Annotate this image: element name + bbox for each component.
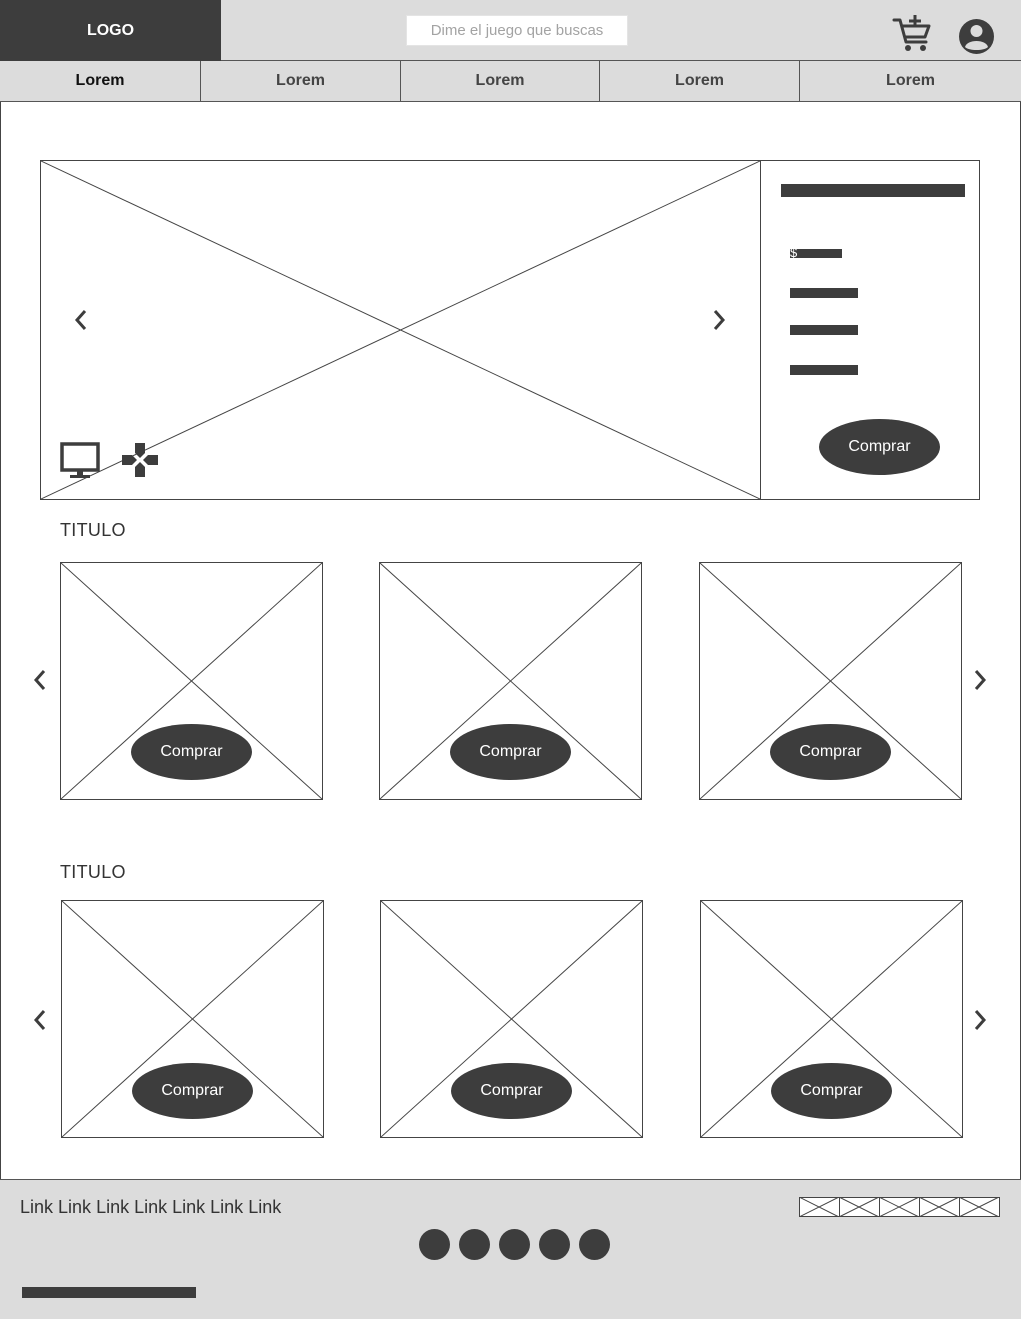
social-icon[interactable] (419, 1229, 450, 1260)
section-1-title: TITULO (60, 520, 126, 540)
social-icon[interactable] (499, 1229, 530, 1260)
logo[interactable]: LOGO (0, 0, 221, 61)
section-2-prev-chevron-icon[interactable] (31, 1008, 49, 1032)
cart-add-icon[interactable] (892, 14, 932, 54)
section-2-title: TITULO (60, 862, 126, 882)
hero-detail-placeholder-3 (790, 365, 858, 375)
user-account-icon[interactable] (958, 18, 995, 55)
social-icons (419, 1229, 610, 1260)
tab-4[interactable]: Lorem (600, 61, 800, 101)
placeholder-cross (62, 901, 323, 1137)
placeholder-cross (380, 563, 641, 799)
hero-next-chevron-icon[interactable] (710, 308, 728, 332)
footer-link[interactable]: Link (210, 1197, 244, 1217)
section-1-next-chevron-icon[interactable] (971, 668, 989, 692)
section-2-next-chevron-icon[interactable] (971, 1008, 989, 1032)
hero-detail-placeholder-2 (790, 325, 858, 335)
hero-title-placeholder (781, 184, 965, 197)
placeholder-cross (61, 563, 322, 799)
footer-link[interactable]: Link (248, 1197, 282, 1217)
buy-button[interactable]: Comprar (450, 724, 571, 780)
social-icon[interactable] (459, 1229, 490, 1260)
buy-button[interactable]: Comprar (771, 1063, 892, 1119)
social-icon[interactable] (579, 1229, 610, 1260)
buy-button[interactable]: Comprar (132, 1063, 253, 1119)
buy-button[interactable]: Comprar (451, 1063, 572, 1119)
footer-link[interactable]: Link (172, 1197, 206, 1217)
social-icon[interactable] (539, 1229, 570, 1260)
hero-buy-button[interactable]: Comprar (819, 419, 940, 475)
tab-2[interactable]: Lorem (201, 61, 401, 101)
placeholder-cross (700, 563, 961, 799)
footer-image-strip (798, 1196, 1000, 1218)
price-symbol: $ (790, 245, 798, 260)
footer-text-placeholder (22, 1287, 196, 1298)
hero-prev-chevron-icon[interactable] (72, 308, 90, 332)
footer-link[interactable]: Link (96, 1197, 130, 1217)
footer-link[interactable]: Link (20, 1197, 54, 1217)
section-1-prev-chevron-icon[interactable] (31, 668, 49, 692)
monitor-icon (60, 442, 100, 480)
placeholder-cross (41, 161, 760, 499)
gamepad-icon (121, 442, 159, 478)
footer-link[interactable]: Link (58, 1197, 92, 1217)
placeholder-cross (701, 901, 962, 1137)
footer-links: Link Link Link Link Link Link Link (20, 1197, 281, 1218)
main-nav: Lorem Lorem Lorem Lorem Lorem (0, 61, 1021, 102)
placeholder-cross (381, 901, 642, 1137)
tab-5[interactable]: Lorem (886, 72, 935, 89)
buy-button[interactable]: Comprar (131, 724, 252, 780)
hero-price-placeholder (790, 249, 842, 258)
buy-button[interactable]: Comprar (770, 724, 891, 780)
hero-image-placeholder[interactable] (40, 160, 761, 500)
tab-1[interactable]: Lorem (0, 61, 201, 101)
tab-3[interactable]: Lorem (401, 61, 600, 101)
hero-detail-placeholder-1 (790, 288, 858, 298)
search-input[interactable] (406, 15, 628, 46)
footer-link[interactable]: Link (134, 1197, 168, 1217)
